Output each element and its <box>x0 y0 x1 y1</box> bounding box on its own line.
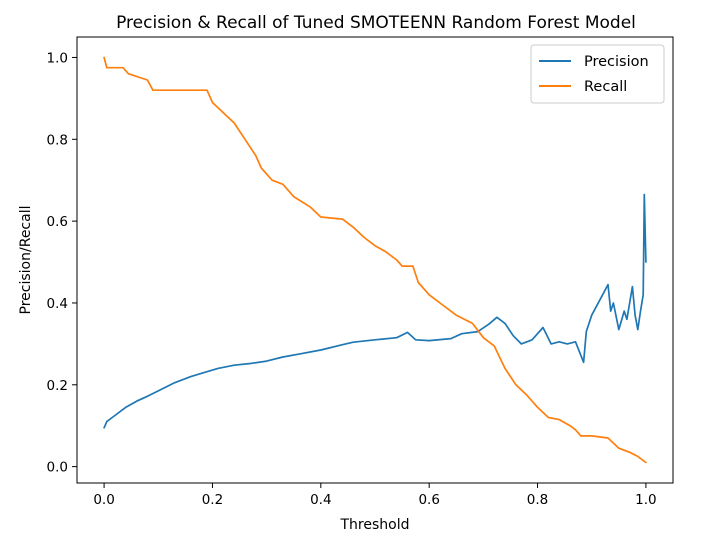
y-tick-label: 0.0 <box>47 460 68 476</box>
x-tick-label: 0.0 <box>93 492 114 508</box>
y-tick-label: 0.8 <box>47 132 68 148</box>
x-tick-label: 1.0 <box>635 492 656 508</box>
x-tick-label: 0.2 <box>202 492 223 508</box>
x-tick-label: 0.8 <box>527 492 548 508</box>
x-tick-label: 0.4 <box>310 492 331 508</box>
plot-area <box>76 36 674 484</box>
precision-legend-label: Precision <box>584 54 649 70</box>
y-tick-label: 0.4 <box>47 296 68 312</box>
recall-legend-label: Recall <box>584 79 627 95</box>
legend: Precision Recall <box>530 44 665 104</box>
y-axis-label: Precision/Recall <box>18 206 34 315</box>
recall-line <box>103 56 647 464</box>
x-axis-label: Threshold <box>340 517 410 533</box>
x-tick-label: 0.6 <box>418 492 439 508</box>
series-layer <box>103 56 647 464</box>
precision-line <box>103 193 647 429</box>
y-tick-label: 0.6 <box>47 214 68 230</box>
legend-box <box>530 44 665 104</box>
chart-title: Precision & Recall of Tuned SMOTEENN Ran… <box>116 13 636 33</box>
y-tick-label: 1.0 <box>47 50 68 66</box>
y-tick-label: 0.2 <box>47 378 68 394</box>
x-axis: 0.0 0.2 0.4 0.6 0.8 1.0 <box>93 483 657 508</box>
y-axis: 0.0 0.2 0.4 0.6 0.8 1.0 <box>47 50 77 476</box>
